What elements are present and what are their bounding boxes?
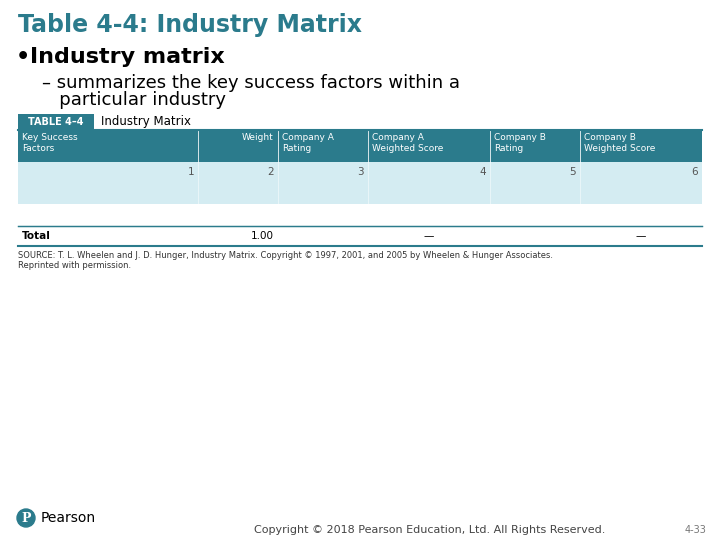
- Text: Company A
Rating: Company A Rating: [282, 133, 333, 153]
- Bar: [18, 114, 94, 130]
- Text: —: —: [424, 231, 434, 241]
- Text: Pearson: Pearson: [41, 511, 96, 525]
- Text: Copyright © 2018 Pearson Education, Ltd. All Rights Reserved.: Copyright © 2018 Pearson Education, Ltd.…: [254, 525, 606, 535]
- Text: Company B
Rating: Company B Rating: [494, 133, 546, 153]
- Text: 1: 1: [188, 167, 194, 177]
- Text: Key Success
Factors: Key Success Factors: [22, 133, 78, 153]
- Text: 1.00: 1.00: [251, 231, 274, 241]
- Text: particular industry: particular industry: [42, 91, 226, 109]
- Text: 4: 4: [480, 167, 486, 177]
- Circle shape: [17, 509, 35, 527]
- Text: P: P: [22, 511, 31, 524]
- Text: Table 4-4: Industry Matrix: Table 4-4: Industry Matrix: [18, 13, 362, 37]
- Text: 3: 3: [357, 167, 364, 177]
- Text: Company A
Weighted Score: Company A Weighted Score: [372, 133, 444, 153]
- Text: Industry Matrix: Industry Matrix: [101, 116, 191, 129]
- Text: 6: 6: [691, 167, 698, 177]
- Bar: [18, 130, 702, 162]
- Text: TABLE 4–4: TABLE 4–4: [28, 117, 84, 127]
- Bar: [18, 182, 702, 204]
- Text: SOURCE: T. L. Wheelen and J. D. Hunger, Industry Matrix. Copyright © 1997, 2001,: SOURCE: T. L. Wheelen and J. D. Hunger, …: [18, 251, 553, 260]
- Text: – summarizes the key success factors within a: – summarizes the key success factors wit…: [42, 74, 460, 92]
- Text: Total: Total: [22, 231, 51, 241]
- Bar: [18, 204, 702, 226]
- Bar: [18, 162, 702, 182]
- Text: 2: 2: [267, 167, 274, 177]
- Text: —: —: [636, 231, 647, 241]
- Bar: [18, 226, 702, 246]
- Text: 5: 5: [570, 167, 576, 177]
- Text: Reprinted with permission.: Reprinted with permission.: [18, 261, 131, 270]
- Text: Company B
Weighted Score: Company B Weighted Score: [584, 133, 655, 153]
- Text: Industry matrix: Industry matrix: [30, 47, 225, 67]
- Text: 4-33: 4-33: [684, 525, 706, 535]
- Text: •: •: [16, 47, 30, 67]
- Text: Weight: Weight: [242, 133, 274, 142]
